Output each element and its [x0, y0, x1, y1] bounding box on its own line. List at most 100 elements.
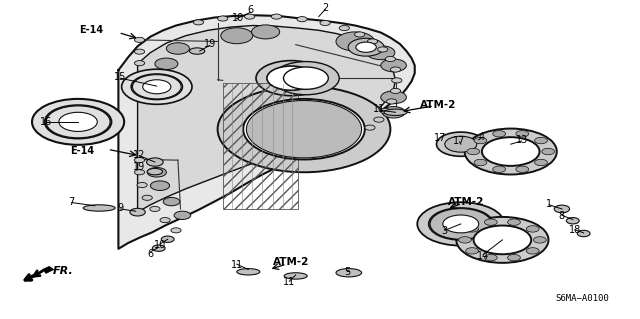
Text: FR.: FR. [52, 265, 73, 276]
Circle shape [150, 181, 170, 190]
Text: E-14: E-14 [70, 145, 94, 156]
Text: 2: 2 [322, 3, 328, 13]
Ellipse shape [384, 109, 407, 115]
Circle shape [171, 228, 181, 233]
Circle shape [385, 56, 396, 62]
Circle shape [474, 137, 487, 144]
Circle shape [152, 245, 165, 251]
Circle shape [218, 16, 228, 21]
Ellipse shape [147, 158, 163, 166]
Circle shape [467, 148, 480, 155]
Circle shape [534, 237, 547, 243]
Circle shape [459, 237, 471, 243]
Circle shape [147, 167, 166, 177]
Text: E-14: E-14 [79, 25, 103, 35]
Text: 11: 11 [230, 260, 243, 270]
Circle shape [381, 91, 406, 104]
Circle shape [392, 78, 402, 83]
Circle shape [160, 218, 170, 223]
Circle shape [267, 66, 316, 90]
Circle shape [273, 62, 339, 95]
Circle shape [243, 99, 365, 160]
Text: 6: 6 [248, 5, 254, 15]
Circle shape [46, 106, 110, 138]
Circle shape [348, 38, 384, 56]
Circle shape [430, 209, 492, 239]
Circle shape [134, 37, 145, 42]
Circle shape [59, 112, 97, 131]
Circle shape [577, 230, 590, 237]
Text: 11: 11 [372, 104, 385, 114]
Circle shape [378, 47, 388, 52]
Circle shape [436, 132, 485, 156]
Circle shape [566, 218, 579, 224]
Text: 5: 5 [344, 267, 350, 277]
Text: 9: 9 [117, 203, 124, 213]
Circle shape [297, 17, 307, 22]
Circle shape [142, 195, 152, 200]
Text: 11: 11 [283, 277, 296, 287]
Text: 3: 3 [442, 226, 448, 236]
Text: 13: 13 [515, 135, 528, 145]
Polygon shape [42, 266, 54, 273]
Circle shape [122, 69, 192, 104]
Circle shape [508, 219, 520, 225]
Circle shape [465, 129, 557, 174]
Text: 1: 1 [546, 198, 552, 209]
Text: ATM-2: ATM-2 [420, 100, 456, 110]
Circle shape [516, 166, 529, 173]
Text: 8: 8 [559, 211, 565, 221]
Text: 15: 15 [114, 72, 127, 82]
Circle shape [137, 182, 147, 188]
Polygon shape [138, 26, 396, 212]
Ellipse shape [189, 48, 205, 54]
Text: 18: 18 [568, 225, 581, 235]
Text: 4: 4 [478, 131, 484, 142]
Circle shape [466, 248, 479, 254]
Circle shape [456, 217, 548, 263]
Circle shape [387, 99, 397, 104]
Text: ATM-2: ATM-2 [273, 257, 309, 267]
Circle shape [134, 170, 145, 175]
Circle shape [534, 137, 547, 144]
Circle shape [526, 226, 539, 232]
Circle shape [193, 20, 204, 25]
Circle shape [367, 46, 395, 60]
Circle shape [155, 58, 178, 70]
Circle shape [380, 108, 390, 114]
Circle shape [382, 107, 405, 118]
Circle shape [484, 219, 497, 225]
Text: 10: 10 [154, 240, 166, 250]
Circle shape [150, 206, 160, 211]
Circle shape [443, 215, 479, 233]
Circle shape [554, 205, 570, 213]
Circle shape [367, 39, 378, 44]
Circle shape [493, 130, 506, 137]
Circle shape [134, 61, 145, 66]
Ellipse shape [147, 168, 163, 175]
Circle shape [174, 211, 191, 219]
Text: 17: 17 [453, 136, 466, 146]
Circle shape [320, 20, 330, 26]
Text: 14: 14 [477, 251, 490, 261]
Circle shape [445, 136, 477, 152]
Circle shape [447, 137, 475, 151]
Circle shape [417, 202, 504, 246]
Circle shape [134, 49, 145, 54]
Text: 17: 17 [434, 133, 447, 143]
Circle shape [493, 166, 506, 173]
Circle shape [374, 117, 384, 122]
Text: 19: 19 [204, 39, 216, 49]
Circle shape [356, 42, 376, 52]
Circle shape [143, 80, 171, 94]
Circle shape [161, 236, 174, 242]
Circle shape [244, 14, 255, 19]
Circle shape [134, 158, 145, 163]
Circle shape [516, 130, 529, 137]
Circle shape [429, 208, 493, 240]
Circle shape [134, 73, 145, 78]
Circle shape [147, 74, 166, 84]
Circle shape [246, 100, 362, 158]
Circle shape [284, 67, 328, 89]
Circle shape [355, 32, 365, 37]
